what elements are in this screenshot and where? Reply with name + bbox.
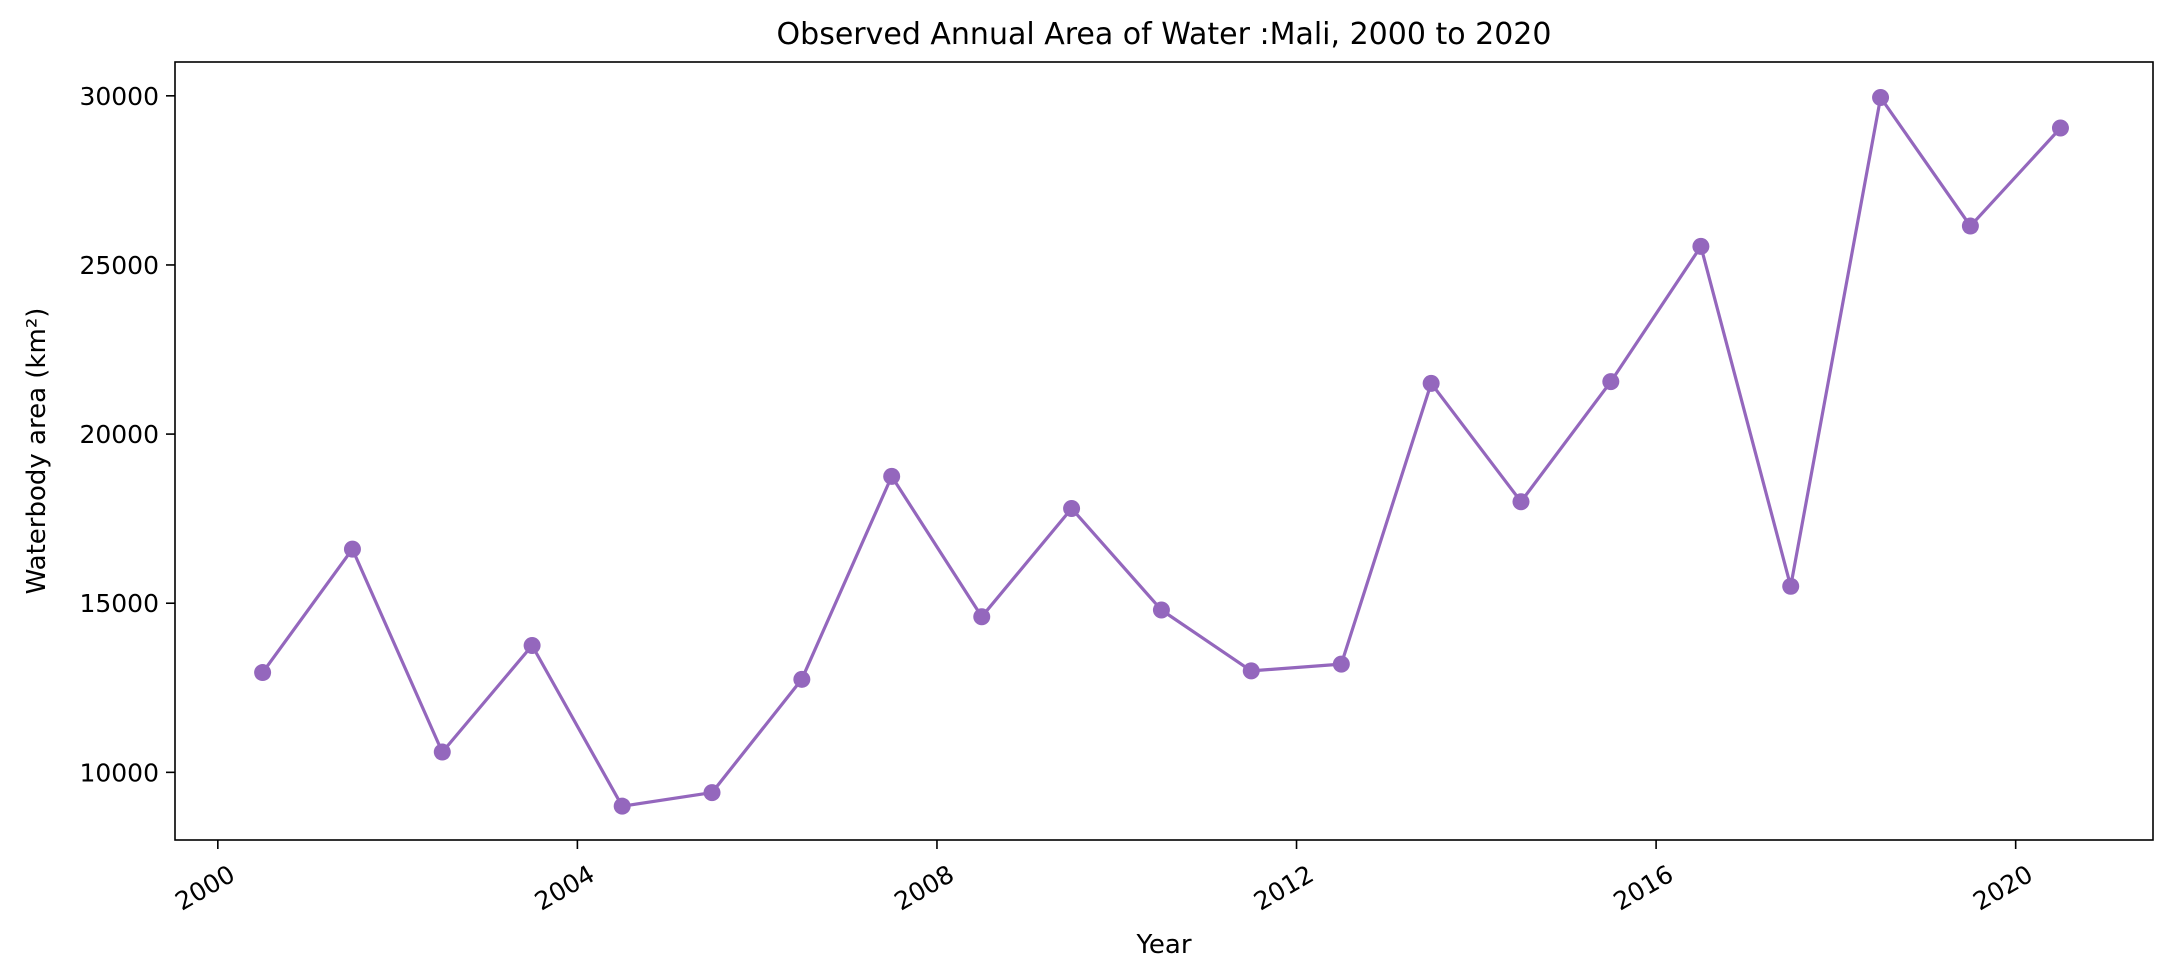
data-point	[2051, 119, 2069, 137]
data-point	[703, 784, 721, 802]
x-axis-label: Year	[1135, 930, 1191, 960]
data-point	[1332, 655, 1350, 673]
y-tick-label: 15000	[79, 589, 159, 618]
chart-title: Observed Annual Area of Water :Mali, 200…	[777, 17, 1552, 52]
x-tick-label: 2012	[1249, 859, 1319, 916]
data-point	[1512, 493, 1530, 511]
data-point	[1692, 237, 1710, 255]
series-line	[261, 95, 2062, 808]
data-point	[343, 540, 361, 558]
x-tick-label: 2004	[530, 859, 600, 916]
data-point	[793, 670, 811, 688]
x-tick-label: 2000	[170, 859, 240, 916]
plot-area: 2000 2004 2008 2012 2016 2020 10000 15000 20000…	[79, 61, 2154, 916]
data-point	[973, 608, 991, 626]
data-point	[433, 743, 451, 761]
data-point	[1602, 373, 1620, 391]
data-point	[1063, 500, 1081, 518]
data-point	[1961, 217, 1979, 235]
x-tick-label: 2020	[1968, 859, 2038, 916]
x-axis: 2000 2004 2008 2012 2016 2020	[170, 840, 2038, 916]
data-point	[1242, 662, 1260, 680]
y-tick-label: 20000	[79, 420, 159, 449]
data-point	[254, 664, 272, 682]
y-tick-label: 30000	[79, 82, 159, 111]
y-tick-label: 25000	[79, 251, 159, 280]
y-axis-label: Waterbody area (km²)	[22, 308, 52, 595]
x-tick-label: 2008	[889, 859, 959, 916]
data-point	[883, 467, 901, 485]
data-point	[1782, 577, 1800, 595]
series-area	[254, 89, 2069, 815]
x-tick-label: 2016	[1608, 859, 1678, 916]
data-point	[1872, 89, 1890, 107]
data-point	[523, 637, 541, 654]
data-point	[613, 797, 631, 815]
y-axis: 10000 15000 20000 25000 30000	[79, 82, 175, 787]
plot-frame	[174, 61, 2154, 841]
y-tick-label: 10000	[79, 758, 159, 787]
data-point	[1422, 374, 1440, 392]
data-point	[1152, 601, 1170, 619]
